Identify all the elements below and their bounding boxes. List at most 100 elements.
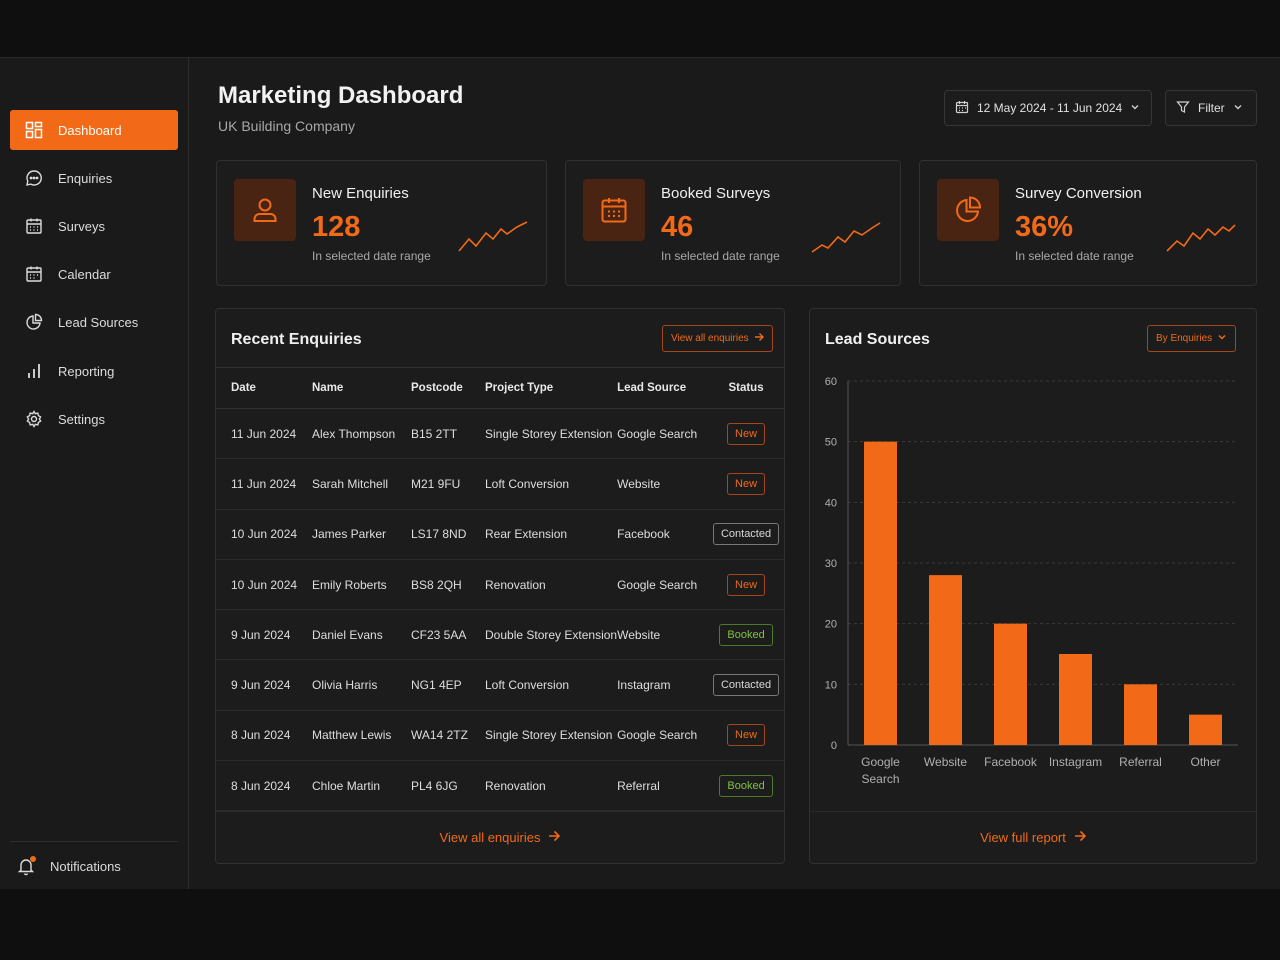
y-tick-label: 0 [831,740,837,752]
table-row[interactable]: 9 Jun 2024 Olivia Harris NG1 4EP Loft Conve… [216,659,785,711]
link-label: View full report [980,830,1066,845]
y-tick-label: 20 [825,619,837,631]
table-row[interactable]: 10 Jun 2024 Emily Roberts BS8 2QH Renovatio… [216,559,785,611]
bottom-bar [0,889,1280,960]
status-badge: New [727,472,766,495]
column-header[interactable]: Date [216,367,312,409]
calendar-icon [583,179,645,241]
table-row[interactable]: 11 Jun 2024 Sarah Mitchell M21 9FU Loft Con… [216,458,785,510]
x-tick-label: Instagram [1049,755,1102,769]
user-icon [234,179,296,241]
column-header[interactable]: Project Type [485,367,618,409]
sidebar-item-surveys[interactable]: Surveys [10,206,178,246]
arrow-right-icon [548,830,561,845]
table-row[interactable]: 8 Jun 2024 Matthew Lewis WA14 2TZ Single St… [216,710,785,762]
filter-button[interactable]: Filter [1165,90,1257,126]
date-cell: 8 Jun 2024 [216,760,312,812]
status-badge: Booked [719,774,773,797]
panel-title: Recent Enquiries [231,331,362,348]
notification-dot [30,856,36,862]
table-row[interactable]: 9 Jun 2024 Daniel Evans CF23 5AA Double Sto… [216,609,785,661]
lead-source-cell: Google Search [617,559,708,611]
chevron-down-icon [1233,101,1243,115]
bar [1189,714,1222,745]
lead-source-cell: Google Search [617,710,708,762]
bar-chart-icon [24,361,44,381]
sparkline [458,221,528,252]
project-type-cell: Rear Extension [485,509,618,560]
chevron-down-icon [1217,332,1227,345]
calendar-grid-icon [24,216,44,236]
table-row[interactable]: 8 Jun 2024 Chloe Martin PL4 6JG Renovation R… [216,760,785,812]
view-all-enquiries-link[interactable]: View all enquiries [216,811,784,863]
status-cell: Contacted [707,509,785,560]
status-badge: New [727,422,766,445]
view-all-enquiries-button[interactable]: View all enquiries [662,325,773,352]
filter-label: Filter [1198,101,1225,115]
sparkline [1166,224,1236,252]
sidebar-item-lead-sources[interactable]: Lead Sources [10,302,178,342]
name-cell: Matthew Lewis [312,710,411,762]
sidebar-item-label: Calendar [58,266,111,282]
sidebar-item-dashboard[interactable]: Dashboard [10,110,178,150]
status-badge: Contacted [712,523,780,546]
sidebar-item-settings[interactable]: Settings [10,399,178,439]
kpi-card-survey-conversion: Survey Conversion 36% In selected date r… [919,160,1257,286]
name-cell: James Parker [312,509,411,560]
table-row[interactable]: 11 Jun 2024 Alex Thompson B15 2TT Single St… [216,408,785,460]
lead-sources-bar-chart: 0 10 20 30 40 50 60 Google Search Website Facebook… [825,376,1238,786]
y-tick-label: 10 [825,679,837,691]
project-type-cell: Loft Conversion [485,458,618,510]
enquiries-table: Date Name Postcode Project Type Lead Sou… [216,367,785,812]
pie-chart-icon [937,179,999,241]
x-tick-label: Website [924,755,967,769]
lead-source-cell: Facebook [617,509,708,560]
y-tick-label: 50 [825,437,837,449]
x-tick-label: Referral [1119,755,1162,769]
sidebar-item-label: Lead Sources [58,314,139,330]
kpi-label: Survey Conversion [1015,185,1142,202]
column-header[interactable]: Postcode [411,367,485,409]
date-range-picker[interactable]: 12 May 2024 - 11 Jun 2024 [944,90,1152,126]
sidebar-item-label: Reporting [58,363,115,379]
y-tick-label: 40 [825,497,837,509]
date-cell: 10 Jun 2024 [216,559,312,611]
date-cell: 8 Jun 2024 [216,710,312,762]
bar [1124,684,1157,745]
lead-source-cell: Website [617,458,708,510]
postcode-cell: NG1 4EP [411,659,485,711]
lead-source-cell: Referral [617,760,708,812]
view-full-report-link[interactable]: View full report [810,811,1256,863]
link-label: View all enquiries [439,830,541,845]
lead-sources-panel: Lead Sources By Enquiries 0 10 20 30 40 50 60 G… [809,308,1257,864]
name-cell: Chloe Martin [312,760,411,812]
chat-bubble-icon [24,168,44,188]
status-cell: New [707,559,785,611]
sidebar-item-calendar[interactable]: Calendar [10,254,178,294]
column-header[interactable]: Status [707,367,785,409]
column-header[interactable]: Lead Source [617,367,708,409]
gear-icon [24,409,44,429]
sidebar-item-enquiries[interactable]: Enquiries [10,158,178,198]
status-cell: New [707,408,785,460]
column-header[interactable]: Name [312,367,411,409]
dropdown-label: By Enquiries [1156,333,1213,344]
kpi-card-new-enquiries: New Enquiries 128 In selected date range [216,160,547,286]
sidebar-item-label: Dashboard [58,122,122,138]
lead-sources-metric-dropdown[interactable]: By Enquiries [1147,325,1237,352]
postcode-cell: M21 9FU [411,458,485,510]
project-type-cell: Single Storey Extension [485,710,618,762]
notifications-button[interactable]: Notifications [16,854,121,878]
date-range-label: 12 May 2024 - 11 Jun 2024 [977,101,1123,115]
postcode-cell: BS8 2QH [411,559,485,611]
sidebar-item-label: Settings [58,411,105,427]
y-tick-label: 30 [825,558,837,570]
postcode-cell: B15 2TT [411,408,485,460]
status-badge: New [727,724,766,747]
bar [994,623,1027,745]
sidebar-divider [10,841,178,842]
table-row[interactable]: 10 Jun 2024 James Parker LS17 8ND Rear Exte… [216,509,785,560]
x-tick-label: Other [1190,755,1220,769]
sidebar-item-reporting[interactable]: Reporting [10,351,178,391]
postcode-cell: LS17 8ND [411,509,485,560]
